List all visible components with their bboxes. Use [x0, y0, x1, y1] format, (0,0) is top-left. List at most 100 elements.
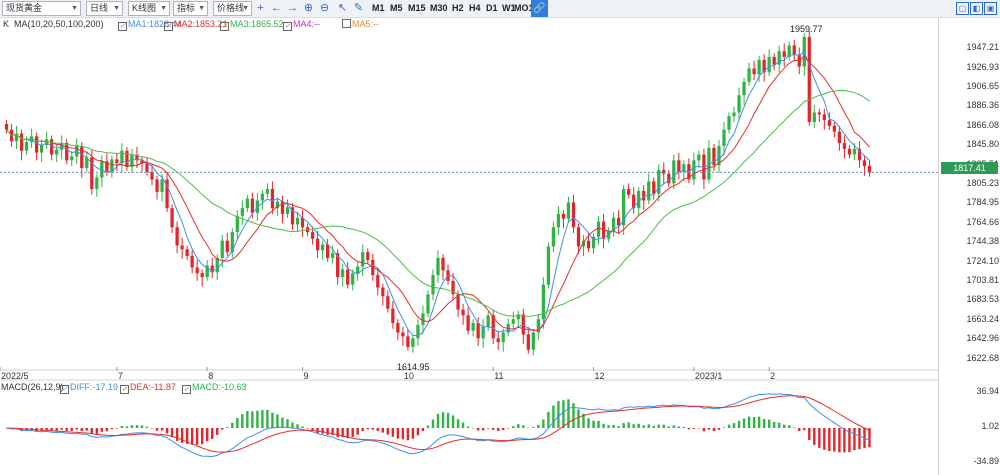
macd-histogram-bar	[311, 427, 314, 431]
macd-histogram-bar	[667, 426, 670, 428]
indicator-select[interactable]: 指标 ▼	[173, 1, 208, 16]
macd-histogram-bar	[256, 410, 259, 428]
candle-body	[697, 154, 701, 161]
period-w1[interactable]: W1	[502, 3, 516, 13]
checkbox-icon: ✓	[283, 22, 292, 31]
zoom-in-icon[interactable]: ⊕	[303, 2, 314, 14]
macd-histogram-bar	[517, 424, 520, 428]
candle-body	[220, 240, 224, 258]
candle-body	[260, 193, 265, 201]
legend-ma4[interactable]: ✓ MA4:--	[283, 18, 320, 31]
macd-histogram-bar	[461, 422, 465, 428]
candle-body	[481, 326, 485, 339]
macd-histogram-bar	[441, 412, 445, 428]
candle-body	[4, 123, 9, 130]
macd-histogram-bar	[788, 425, 791, 428]
split-window-icon[interactable]: ◧	[970, 2, 983, 15]
legend-dea[interactable]: ✓ DEA:-11.87	[120, 381, 176, 394]
period-d1[interactable]: D1	[486, 3, 498, 13]
macd-histogram-bar	[868, 427, 871, 448]
legend-ma2[interactable]: ✓ MA2:1853.21	[164, 18, 228, 31]
candle-body	[622, 189, 626, 226]
candle-body	[456, 294, 460, 310]
macd-histogram-bar	[351, 427, 354, 437]
candle-body	[531, 332, 535, 350]
macd-histogram-bar	[291, 422, 294, 428]
period-h2[interactable]: H2	[452, 3, 464, 13]
candle-body	[837, 131, 842, 144]
checkbox-icon: ✓	[182, 385, 191, 394]
candle-body	[356, 266, 360, 274]
chevron-down-icon: ▼	[113, 5, 120, 12]
macd-histogram-bar	[767, 419, 771, 428]
candle-body	[150, 171, 154, 180]
macd-histogram-bar	[858, 427, 861, 450]
legend-macd-label: MACD:-10.63	[192, 382, 247, 392]
ma1-line	[6, 51, 870, 337]
price-line-select[interactable]: 价格线 ▼	[213, 1, 252, 16]
candle-body	[431, 275, 435, 295]
legend-ma3[interactable]: ✓ MA3:1865.52	[220, 18, 284, 31]
x-tick-label: 9	[303, 371, 309, 381]
macd-histogram-bar	[757, 416, 761, 428]
legend-diff[interactable]: ✓ DIFF:-17.19	[60, 381, 118, 394]
period-m1[interactable]: M1	[372, 3, 385, 13]
candle-body	[712, 147, 716, 166]
chart-type-select[interactable]: K线图 ▼	[128, 1, 170, 16]
pencil-icon[interactable]: ✎	[353, 2, 364, 14]
candle-body	[632, 194, 636, 209]
macd-histogram-bar	[481, 427, 485, 431]
layout-window-icon[interactable]: ▣	[984, 2, 997, 15]
y-tick-label: 1784.95	[966, 197, 999, 208]
candle-body	[867, 166, 872, 173]
zoom-out-icon[interactable]: ⊖	[319, 2, 330, 14]
candle-body	[421, 313, 425, 325]
macd-histogram-bar	[562, 400, 565, 428]
crosshair-icon[interactable]: +	[257, 2, 264, 14]
macd-histogram-bar	[451, 415, 455, 428]
candle-body	[591, 236, 596, 249]
macd-histogram-bar	[110, 427, 114, 430]
y-tick-label: 1886.36	[966, 100, 999, 111]
arrow-left-icon[interactable]: ←	[271, 2, 282, 14]
period-mo1[interactable]: MO1	[514, 3, 534, 13]
candle-body	[336, 253, 340, 278]
period-m15[interactable]: M15	[408, 3, 426, 13]
candle-body	[19, 133, 24, 151]
cursor-icon[interactable]: ↖	[337, 2, 348, 14]
macd-histogram-bar	[281, 417, 284, 428]
candle-body	[451, 280, 455, 295]
legend-ma1[interactable]: ✓ MA1:1828.44	[118, 18, 182, 31]
period-h4[interactable]: H4	[469, 3, 481, 13]
candle-body	[722, 129, 726, 146]
macd-histogram-bar	[190, 427, 194, 445]
candle-body	[817, 112, 821, 115]
legend-ma5[interactable]: MA5:--	[342, 18, 379, 30]
candle-body	[747, 68, 751, 82]
price-chart[interactable]	[0, 0, 938, 475]
link-icon[interactable]: 🔗	[531, 0, 548, 17]
candle-body	[45, 139, 49, 145]
candle-body	[310, 232, 315, 239]
macd-histogram-bar	[612, 424, 615, 428]
macd-histogram-bar	[185, 427, 189, 444]
macd-histogram-bar	[466, 426, 470, 428]
toolbar: 现货黄金 ▼ 日线 ▼ K线图 ▼ 指标 ▼ 价格线 ▼ + ← → ⊕ ⊖ ↖ ✎ M1…	[0, 0, 1000, 18]
period-m5[interactable]: M5	[390, 3, 403, 13]
candle-body	[652, 181, 656, 194]
period-m30[interactable]: M30	[430, 3, 448, 13]
symbol-select[interactable]: 现货黄金 ▼	[2, 1, 81, 16]
candle-body	[185, 249, 189, 256]
macd-histogram-bar	[55, 427, 58, 431]
y-tick-label: 1866.08	[966, 119, 999, 130]
candle-body	[95, 177, 99, 190]
interval-select[interactable]: 日线 ▼	[86, 1, 123, 16]
candle-body	[65, 143, 69, 161]
arrow-right-icon[interactable]: →	[287, 2, 298, 14]
restore-window-icon[interactable]: ▢	[956, 2, 969, 15]
candle-body	[827, 120, 831, 126]
legend-macd[interactable]: ✓ MACD:-10.63	[182, 381, 247, 394]
macd-histogram-bar	[75, 427, 78, 430]
candle-body	[536, 319, 540, 333]
macd-histogram-bar	[582, 413, 585, 428]
